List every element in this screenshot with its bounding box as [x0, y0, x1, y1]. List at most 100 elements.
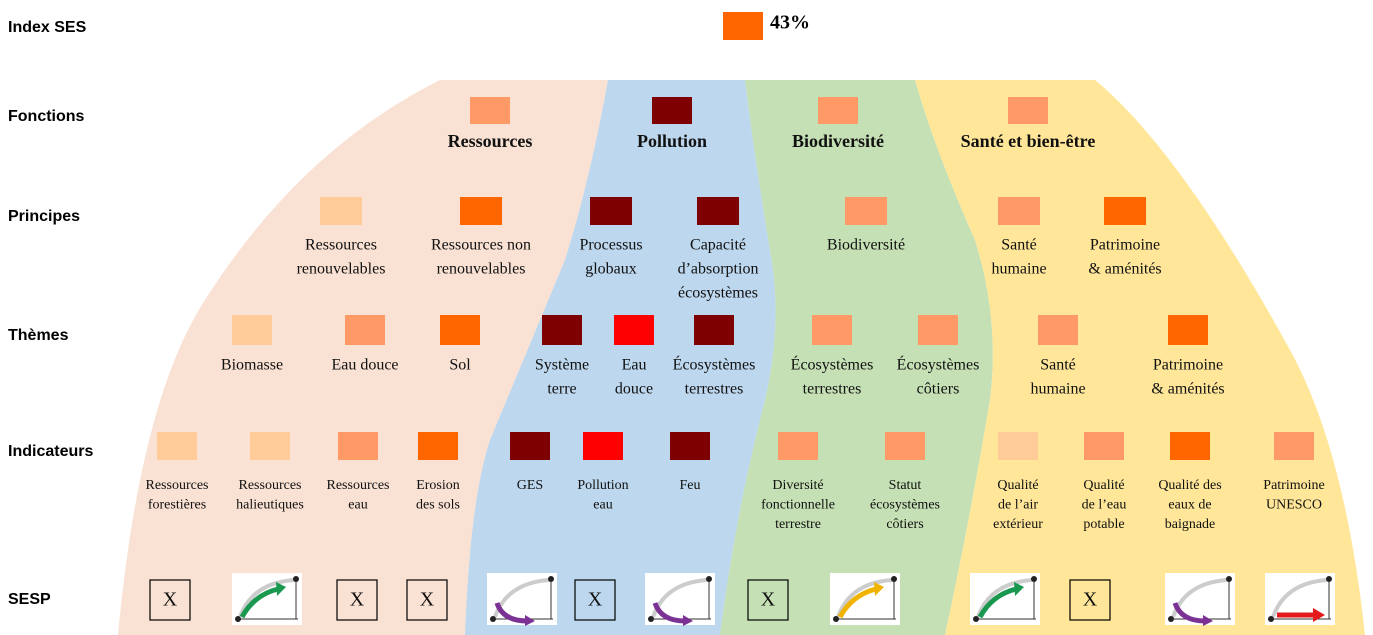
icon-arc	[1271, 578, 1328, 618]
icon-dot	[1226, 576, 1232, 582]
item-label: Biodiversité	[792, 131, 884, 151]
icon-arrow	[239, 586, 279, 619]
item-label: Eau	[622, 357, 647, 374]
item-label: & aménités	[1151, 381, 1224, 398]
icon-dot	[833, 616, 839, 622]
trend-icon	[232, 573, 302, 625]
item-label: fonctionnelle	[761, 498, 835, 513]
item-label: Ressources	[327, 478, 390, 493]
score-square	[583, 432, 623, 460]
item-label: Erosion	[416, 478, 460, 493]
index-value: 43%	[770, 12, 810, 34]
item-label: Ressources	[448, 131, 533, 151]
score-square	[812, 315, 852, 345]
score-square	[778, 432, 818, 460]
item-label: Santé et bien-être	[961, 131, 1096, 151]
score-square	[320, 197, 362, 225]
icon-arc	[651, 578, 708, 618]
sesp-text: X	[420, 589, 435, 611]
sesp-box	[1069, 579, 1111, 621]
item-label: Système	[535, 357, 589, 374]
icon-dot	[648, 616, 654, 622]
score-square	[542, 315, 582, 345]
row-label: Principes	[8, 208, 80, 225]
row-label: Fonctions	[8, 108, 85, 125]
icon-arrow	[1172, 602, 1206, 624]
row-label: Thèmes	[8, 327, 69, 344]
icon-arrowhead	[1203, 615, 1213, 626]
sesp-text: X	[350, 589, 365, 611]
trend-icon	[970, 573, 1040, 625]
item-label: Processus	[579, 237, 642, 254]
icon-arrow	[494, 602, 528, 624]
icon-arrowhead	[276, 582, 286, 596]
item-label: globaux	[585, 261, 637, 278]
sesp-box	[149, 579, 191, 621]
icon-arrow	[837, 586, 877, 619]
score-square	[697, 197, 739, 225]
item-label: écosystèmes	[870, 498, 940, 513]
item-label: humaine	[991, 261, 1046, 278]
sesp-box	[747, 579, 789, 621]
item-label: Sol	[449, 357, 471, 374]
icon-arc	[493, 578, 550, 618]
item-label: Écosystèmes	[897, 355, 980, 374]
score-square	[918, 315, 958, 345]
sesp-text: X	[1083, 589, 1098, 611]
icon-dot	[490, 616, 496, 622]
score-square	[1274, 432, 1314, 460]
item-label: Écosystèmes	[791, 355, 874, 374]
row-label: Indicateurs	[8, 443, 93, 460]
icon-arc	[976, 578, 1033, 618]
item-label: potable	[1083, 517, 1124, 532]
icon-arc	[238, 578, 295, 618]
score-square	[250, 432, 290, 460]
item-label: terrestre	[775, 517, 821, 532]
icon-dot	[973, 616, 979, 622]
trend-icon	[487, 573, 557, 626]
item-label: extérieur	[993, 517, 1043, 532]
item-label: Biomasse	[221, 357, 283, 374]
item-label: GES	[517, 478, 543, 493]
score-square	[232, 315, 272, 345]
item-label: de l’eau	[1082, 498, 1127, 513]
score-square	[440, 315, 480, 345]
icon-arrowhead	[1014, 582, 1024, 596]
item-label: Écosystèmes	[673, 355, 756, 374]
icon-dot	[293, 576, 299, 582]
icon-dot	[1268, 616, 1274, 622]
icon-arrow	[977, 586, 1017, 619]
score-square	[652, 97, 692, 124]
score-square	[694, 315, 734, 345]
score-square	[1168, 315, 1208, 345]
item-label: Pollution	[577, 478, 628, 493]
item-label: halieutiques	[236, 498, 304, 513]
item-label: renouvelables	[297, 261, 386, 278]
index-square	[723, 12, 763, 40]
item-label: Feu	[680, 478, 701, 493]
item-label: renouvelables	[437, 261, 526, 278]
trend-icon	[830, 573, 900, 625]
score-square	[670, 432, 710, 460]
item-label: Qualité	[1083, 478, 1124, 493]
item-label: eaux de	[1168, 498, 1211, 513]
score-square	[157, 432, 197, 460]
score-square	[885, 432, 925, 460]
item-label: Ressources	[305, 237, 377, 254]
item-label: Patrimoine	[1263, 478, 1324, 493]
item-label: & aménités	[1088, 261, 1161, 278]
icon-arrow	[652, 602, 686, 624]
item-label: Qualité	[997, 478, 1038, 493]
item-label: Diversité	[772, 478, 823, 493]
item-label: Santé	[1001, 237, 1037, 254]
icon-dot	[235, 616, 241, 622]
icon-arrowhead	[525, 615, 535, 626]
item-label: Ressources	[146, 478, 209, 493]
region	[720, 80, 993, 635]
icon-dot	[548, 576, 554, 582]
score-square	[590, 197, 632, 225]
icon-dot	[1168, 616, 1174, 622]
icon-arc	[836, 578, 893, 618]
score-square	[614, 315, 654, 345]
